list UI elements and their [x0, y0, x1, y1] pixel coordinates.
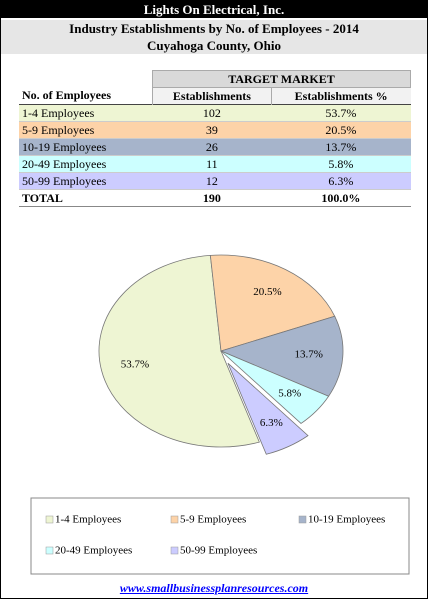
- table-row: TARGET MARKET: [19, 70, 412, 88]
- table-row: 5-9 Employees 39 20.5%: [19, 121, 411, 139]
- column-header: Establishments %: [270, 87, 411, 105]
- table-cell: 6.3%: [328, 173, 354, 188]
- legend-swatch: [170, 546, 179, 555]
- table-cell: 20.5%: [325, 122, 357, 137]
- legend-swatch: [45, 515, 54, 524]
- table-row: 20-49 Employees 11 5.8%: [19, 155, 411, 173]
- footer-link[interactable]: www.smallbusinessplanresources.com: [119, 581, 309, 595]
- pie-slice: [209, 254, 336, 352]
- legend-label: 5-9 Employees: [180, 514, 246, 526]
- data-table: TARGET MARKET No. of Employees Establishme…: [19, 70, 412, 207]
- table-cell: 11: [206, 156, 218, 171]
- table-cell: 1-4 Employees: [22, 105, 95, 120]
- slice-label: 5.8%: [278, 388, 301, 400]
- total-cell: TOTAL: [22, 190, 63, 205]
- table-cell: 39: [205, 122, 218, 137]
- legend-label: 50-99 Employees: [180, 545, 257, 557]
- column-header: Establishments: [151, 87, 272, 105]
- table-row: 50-99 Employees 12 6.3%: [19, 172, 411, 190]
- table-cell: 5-9 Employees: [22, 122, 95, 137]
- table-row: TOTAL 190 100.0%: [19, 190, 411, 207]
- pie-slice: [219, 315, 344, 397]
- table-row: No. of Employees Establishments Establishm…: [19, 87, 411, 105]
- table-cell: 26: [205, 139, 218, 154]
- slice-label: 20.5%: [253, 286, 281, 298]
- table-cell: 13.7%: [325, 139, 357, 154]
- pie-slice: [220, 350, 330, 424]
- total-cell: 190: [202, 190, 221, 205]
- pie-slice: [98, 254, 260, 448]
- slice-label: 53.7%: [121, 359, 149, 371]
- report-title: Industry Establishments by No. of Employ…: [1, 20, 427, 37]
- legend-swatch: [45, 546, 54, 555]
- table-cell: 5.8%: [328, 156, 354, 171]
- legend-label: 20-49 Employees: [55, 545, 132, 557]
- slice-label: 13.7%: [294, 349, 322, 361]
- slice-label: 6.3%: [260, 417, 283, 429]
- total-cell: 100.0%: [321, 190, 361, 205]
- legend-swatch: [298, 515, 307, 524]
- table-cell: 20-49 Employees: [22, 156, 107, 171]
- location: Cuyahoga County, Ohio: [1, 37, 427, 54]
- table-cell: 50-99 Employees: [22, 173, 107, 188]
- table-cell: 53.7%: [325, 105, 357, 120]
- table-row: 1-4 Employees 102 53.7%: [19, 104, 411, 122]
- table-cell: 12: [205, 173, 218, 188]
- table-row: 10-19 Employees 26 13.7%: [19, 138, 411, 156]
- table-cell: 10-19 Employees: [22, 139, 107, 154]
- legend-swatch: [170, 515, 179, 524]
- pie-slice: [227, 362, 309, 455]
- legend-box: [30, 497, 410, 575]
- column-header: No. of Employees: [22, 88, 111, 103]
- table-cell: 102: [202, 105, 221, 120]
- legend-label: 10-19 Employees: [308, 514, 385, 526]
- company-name: Lights On Electrical, Inc.: [1, 1, 427, 18]
- group-header: TARGET MARKET: [151, 70, 412, 88]
- footer: www.smallbusinessplanresources.com: [1, 581, 427, 596]
- legend-label: 1-4 Employees: [55, 514, 121, 526]
